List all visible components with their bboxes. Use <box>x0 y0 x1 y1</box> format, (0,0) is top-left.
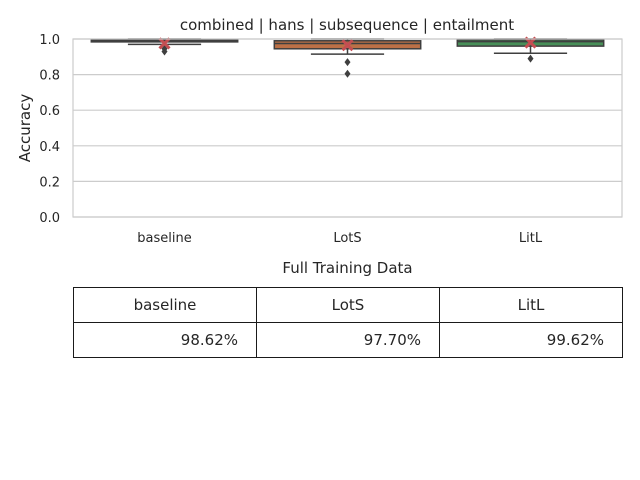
boxes <box>90 36 605 78</box>
y-tick-label: 0.4 <box>39 140 60 155</box>
y-tick-label: 0.0 <box>39 211 60 226</box>
box-plot: 0.0 0.2 0.4 0.6 0.8 1.0 baseline LotS LitL comb… <box>16 16 623 246</box>
y-tick-label: 0.2 <box>39 175 60 190</box>
y-tick-label: 0.6 <box>39 104 60 119</box>
y-tick-labels: 0.0 0.2 0.4 0.6 0.8 1.0 <box>39 33 60 226</box>
mean-marker <box>158 37 171 50</box>
chart-title: combined | hans | subsequence | entailme… <box>180 16 514 34</box>
y-tick-label: 1.0 <box>39 33 60 48</box>
x-tick-label: LotS <box>333 231 361 246</box>
table-row: 98.62% 97.70% 99.62% <box>73 322 623 358</box>
table-header-cell: baseline <box>73 287 257 323</box>
table-header-row: baseline LotS LitL <box>73 287 623 323</box>
y-axis-title: Accuracy <box>16 94 34 163</box>
box-baseline <box>90 37 239 56</box>
table-value-cell: 97.70% <box>256 322 440 358</box>
x-tick-label: baseline <box>137 231 191 246</box>
x-tick-label: LitL <box>519 231 543 246</box>
outlier-point <box>344 69 351 78</box>
y-tick-label: 0.8 <box>39 69 60 84</box>
outlier-point <box>344 58 351 67</box>
table-header-cell: LitL <box>439 287 623 323</box>
table-value-cell: 99.62% <box>439 322 623 358</box>
box-LotS <box>273 38 422 78</box>
table-header-cell: LotS <box>256 287 440 323</box>
table-value-cell: 98.62% <box>73 322 257 358</box>
table-caption: Full Training Data <box>282 259 413 277</box>
results-table: baseline LotS LitL 98.62% 97.70% 99.62% <box>73 287 623 358</box>
box-LitL <box>456 36 605 63</box>
mean-marker <box>341 39 354 52</box>
x-tick-labels: baseline LotS LitL <box>137 231 543 246</box>
outlier-point <box>527 54 534 63</box>
plot-frame <box>72 38 623 218</box>
